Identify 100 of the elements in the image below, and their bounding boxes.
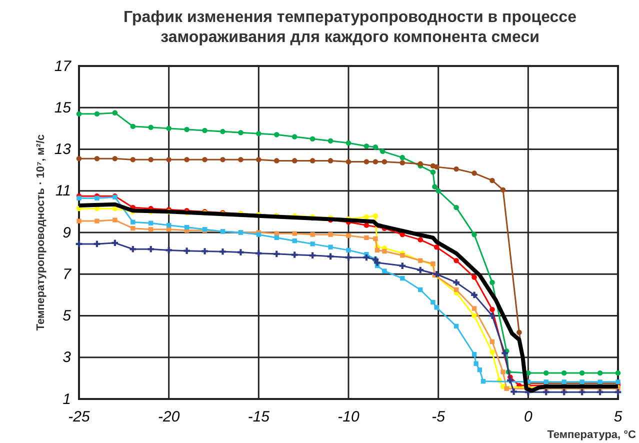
point [256,157,262,162]
y-tick-label: 7 [62,266,72,283]
point [490,339,495,344]
point [454,166,459,172]
point [328,138,334,144]
point [220,128,226,134]
point [256,131,262,136]
point [166,157,172,162]
point [238,130,244,136]
point [130,220,136,224]
point [489,312,496,319]
y-tick-label: 5 [62,308,72,325]
x-tick-label: 0 [524,408,533,426]
point [561,370,567,376]
point [490,350,495,355]
point [363,254,370,261]
x-axis-title: Температура, °C [547,429,636,441]
x-tick-label: -10 [338,408,360,426]
point [490,306,495,312]
point [310,158,316,164]
point [94,196,100,201]
y-tick-label: 15 [54,99,72,116]
point [474,361,478,366]
point [346,159,352,164]
point [238,249,244,256]
point [94,218,100,224]
point [346,248,351,253]
point [148,220,154,226]
point [400,276,405,281]
point [560,388,568,396]
point [372,144,378,150]
point [273,250,280,258]
point [453,279,460,286]
point [292,238,297,244]
point [292,231,297,236]
point [184,248,190,254]
point [130,226,136,231]
y-tick-label: 11 [55,182,71,200]
point [202,128,208,134]
point [434,244,440,250]
point [400,253,405,258]
point [399,262,406,269]
point [94,156,100,162]
point [238,157,244,162]
point [130,124,136,129]
point [94,111,100,117]
point [184,157,190,162]
point [292,158,298,164]
point [500,370,506,374]
point [430,170,436,175]
point [382,248,387,254]
point [345,254,352,261]
point [372,213,378,218]
point [166,126,172,132]
point [130,157,136,162]
point [507,377,514,384]
y-axis-title: Температуропроводность · 10⁷, м²/с [35,134,47,331]
point [454,287,459,292]
point [597,370,603,376]
point [500,187,506,192]
point [430,300,436,305]
x-tick-label: -20 [158,408,180,426]
point [202,248,208,254]
point [364,214,370,220]
point [220,157,226,162]
point [220,248,226,255]
y-tick-label: 17 [54,58,72,75]
point [543,370,549,376]
point [76,240,82,248]
point [291,252,298,258]
point [184,224,190,230]
point [76,196,82,201]
point [328,244,333,250]
point [274,235,279,240]
point [490,280,495,286]
point [472,306,477,311]
point [364,143,370,149]
point [510,388,517,395]
point [417,266,424,274]
point [382,159,388,164]
point [274,231,279,236]
point [472,313,477,318]
point [292,134,298,140]
point [310,136,316,142]
point [148,227,154,232]
point [418,161,424,166]
y-tick-label: 13 [54,141,72,158]
point [472,232,477,238]
point [148,246,154,252]
point [579,370,585,376]
point [436,188,441,194]
point [454,324,459,328]
point [433,270,440,278]
point [504,386,509,391]
point [202,157,208,162]
point [380,148,386,154]
point [256,250,262,256]
point [76,156,82,162]
point [112,218,118,222]
point [400,160,406,166]
